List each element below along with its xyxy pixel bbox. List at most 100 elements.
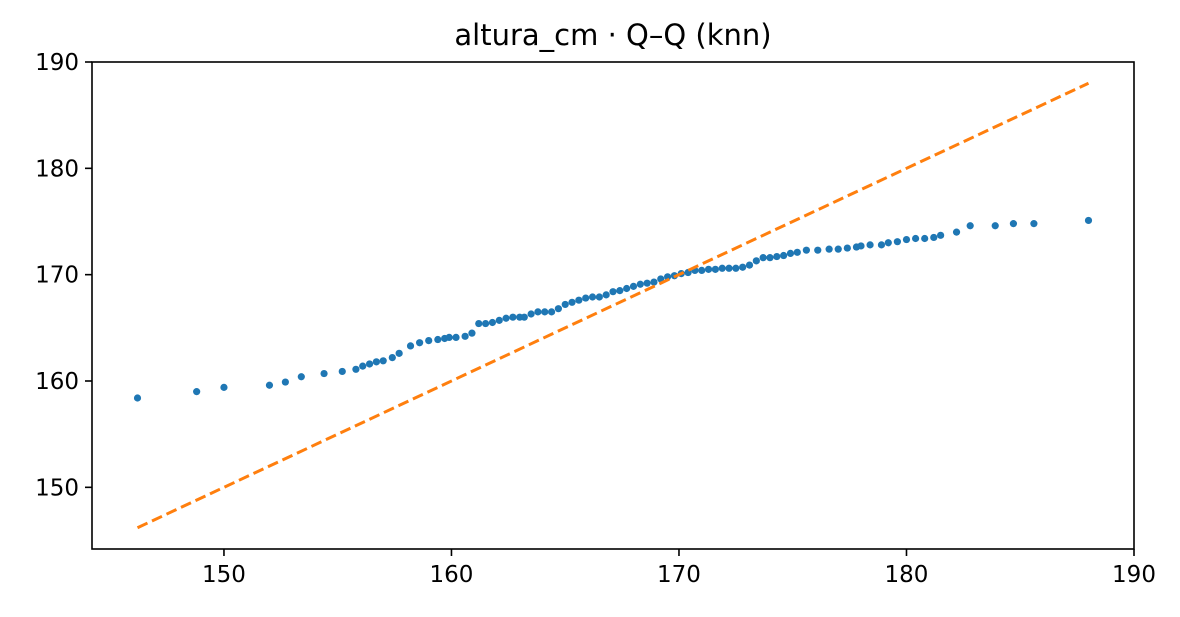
data-point [372, 358, 380, 366]
x-tick-label: 160 [430, 562, 474, 588]
data-point [616, 287, 624, 295]
y-tick-label: 190 [35, 50, 79, 76]
data-point [554, 305, 562, 313]
data-point [704, 265, 713, 273]
data-point [759, 254, 767, 262]
data-point [388, 354, 396, 362]
data-point [541, 308, 549, 316]
data-point [952, 228, 961, 236]
data-point [320, 369, 328, 378]
y-tick-label: 160 [35, 369, 79, 395]
data-point [359, 362, 367, 370]
data-point [468, 329, 476, 337]
data-point [884, 239, 892, 247]
y-tick-label: 170 [35, 263, 79, 289]
data-point [643, 279, 651, 287]
reference-line [136, 81, 1090, 530]
data-point [527, 310, 535, 318]
data-point [265, 381, 274, 389]
data-point [475, 319, 483, 328]
y-tick-label: 150 [35, 475, 79, 501]
data-point [452, 333, 460, 341]
data-point [745, 261, 754, 269]
data-point [793, 248, 801, 256]
data-point [547, 308, 556, 316]
data-point [780, 251, 788, 260]
data-point [193, 388, 201, 396]
data-point [595, 293, 603, 301]
data-point [711, 265, 719, 273]
data-point [893, 238, 901, 246]
data-point [752, 257, 760, 265]
data-point [773, 252, 781, 261]
data-point [911, 234, 920, 243]
data-point [814, 246, 822, 254]
plot-frame [91, 61, 1135, 550]
data-point [582, 294, 590, 302]
data-point [502, 314, 510, 322]
data-point [338, 367, 346, 376]
data-point [561, 300, 569, 309]
data-point [930, 233, 938, 242]
data-point [406, 342, 415, 350]
data-point [802, 246, 810, 254]
axes: 150 160 170 180 190 150 160 170 180 190 [35, 50, 1156, 588]
x-tick-label: 190 [1112, 562, 1156, 588]
data-point [664, 273, 672, 281]
data-point [718, 264, 726, 272]
data-point [520, 313, 528, 321]
data-point [650, 278, 658, 286]
data-point [725, 264, 733, 272]
data-point [843, 244, 851, 252]
data-point [877, 241, 886, 249]
data-point [575, 296, 583, 304]
data-point [766, 254, 774, 262]
plot-area [133, 81, 1093, 530]
data-point [588, 293, 597, 301]
data-point [602, 291, 610, 299]
data-point [445, 333, 453, 341]
data-point [739, 263, 747, 271]
data-point [297, 373, 305, 381]
data-point [866, 241, 874, 249]
data-point [1084, 216, 1093, 225]
data-point [220, 383, 228, 391]
data-point [365, 360, 374, 368]
data-point [495, 316, 503, 324]
data-point [568, 298, 576, 306]
data-point [937, 231, 945, 239]
data-point [1030, 220, 1038, 228]
data-point [966, 222, 974, 230]
plot-content [133, 81, 1093, 530]
data-point [623, 284, 631, 293]
data-point [698, 266, 706, 275]
data-point [786, 249, 795, 257]
data-point [825, 245, 833, 253]
data-point [857, 242, 865, 250]
data-point [425, 336, 433, 345]
data-point [509, 313, 517, 321]
data-point [902, 235, 911, 244]
data-point [629, 282, 638, 290]
data-point [481, 319, 490, 328]
data-point [609, 288, 617, 296]
data-point [834, 245, 842, 253]
data-point [461, 332, 469, 340]
data-point [488, 318, 497, 327]
data-point [636, 280, 644, 288]
data-point [133, 394, 142, 402]
x-tick-label: 180 [885, 562, 929, 588]
data-point [395, 349, 403, 357]
data-point [732, 264, 740, 272]
data-point [534, 308, 542, 316]
x-tick-label: 170 [657, 562, 701, 588]
data-point [379, 357, 387, 365]
chart-title: altura_cm · Q–Q (knn) [454, 18, 771, 52]
data-point [1009, 220, 1018, 228]
data-point [281, 378, 289, 386]
data-point [416, 339, 424, 347]
data-point [434, 335, 442, 344]
data-point [921, 234, 929, 243]
x-tick-label: 150 [202, 562, 246, 588]
